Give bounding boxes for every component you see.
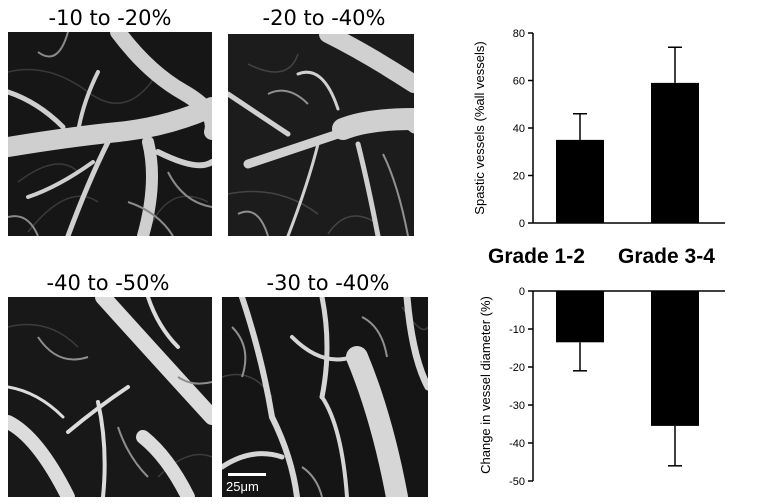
scale-bar: 25μm — [226, 473, 276, 497]
y-tick-label: 80 — [513, 28, 525, 40]
y-tick-label: -20 — [509, 362, 525, 374]
y-axis-label: Change in vessel diameter (%) — [478, 296, 493, 474]
bar — [556, 139, 604, 223]
y-tick-label: 20 — [513, 171, 525, 183]
y-tick-label: 40 — [513, 123, 525, 135]
y-tick-label: 60 — [513, 76, 525, 88]
micrograph-label-4: -30 to -40% — [266, 271, 390, 295]
scale-bar-line — [228, 473, 266, 476]
bar — [651, 82, 699, 223]
y-tick-label: 0 — [519, 218, 525, 230]
micrograph-image-2 — [228, 34, 414, 236]
chart-1: 0 20 40 60 80 Spastic vessels (%all vessels) — [472, 28, 725, 230]
scale-bar-label: 25μm — [226, 479, 259, 494]
micrograph-label-2: -20 to -40% — [262, 6, 386, 30]
micrograph-label-1: -10 to -20% — [48, 6, 172, 30]
y-tick-label: 0 — [519, 286, 525, 298]
category-label-grade-1-2: Grade 1-2 — [488, 245, 585, 268]
bar — [651, 291, 699, 426]
y-tick-label: -10 — [509, 324, 525, 336]
micrograph-image-3 — [8, 297, 212, 497]
y-axis-label: Spastic vessels (%all vessels) — [472, 41, 487, 214]
y-tick-label: -30 — [509, 400, 525, 412]
y-tick-label: -40 — [509, 438, 525, 450]
micrograph-label-3: -40 to -50% — [46, 271, 170, 295]
chart-2: 0 -10 -20 -30 -40 -50 Change in vessel diamete… — [478, 286, 725, 488]
micrograph-image-1 — [8, 32, 212, 236]
micrograph-image-4 — [222, 297, 428, 497]
category-label-grade-3-4: Grade 3-4 — [618, 245, 715, 268]
y-tick-label: -50 — [509, 476, 525, 488]
bar — [556, 291, 604, 343]
